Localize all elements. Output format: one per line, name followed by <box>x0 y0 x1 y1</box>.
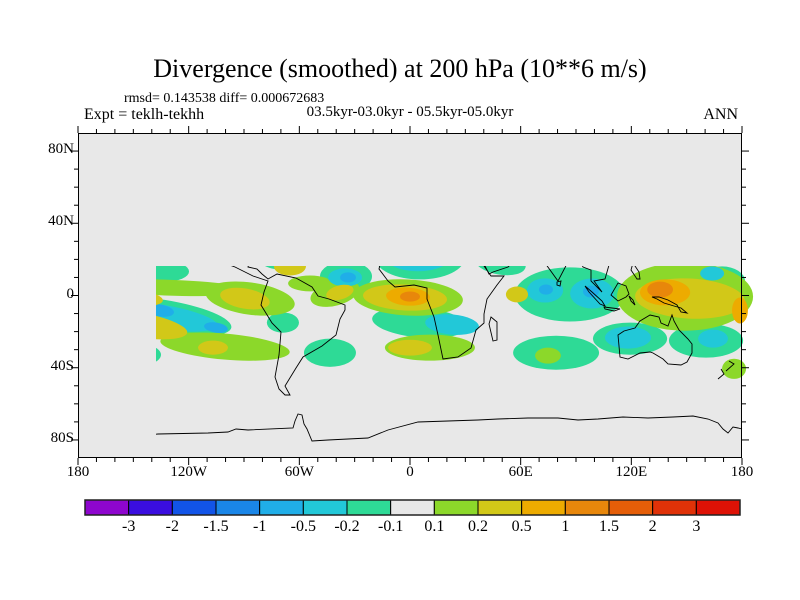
coastline <box>651 296 689 314</box>
anomaly-region <box>220 287 270 310</box>
colorbar-tick-label: -0.5 <box>290 518 316 535</box>
colorbar-cell <box>564 499 610 516</box>
y-axis-label: 40S <box>50 357 74 374</box>
coastline <box>488 316 498 342</box>
colorbar-tick-label: -0.1 <box>377 518 404 535</box>
colorbar-cell <box>215 499 261 516</box>
coastline <box>610 282 630 302</box>
colorbar-cell <box>302 499 348 516</box>
colorbar-tick-label: -3 <box>121 518 136 535</box>
y-axis-label: 40N <box>48 213 74 230</box>
anomaly-region <box>156 301 218 332</box>
colorbar-cell <box>433 499 479 516</box>
coastline <box>628 295 636 306</box>
colorbar-cell <box>346 499 392 516</box>
coastline <box>584 285 607 307</box>
anomaly-region <box>378 266 462 280</box>
anomaly-region <box>273 266 306 276</box>
x-axis-label: 60W <box>284 464 314 480</box>
anomaly-region <box>204 322 228 333</box>
x-axis-label: 120E <box>615 464 648 480</box>
anomaly-region <box>647 281 674 298</box>
anomaly-fill-layer <box>156 266 754 379</box>
colorbar-tick-label: 1.5 <box>599 518 619 535</box>
colorbar-frame <box>84 499 741 516</box>
colorbar-tick-label: -1 <box>252 518 267 535</box>
anomaly-region <box>156 266 190 282</box>
colorbar-tick-label: 1 <box>561 518 570 535</box>
anomaly-region <box>326 284 354 301</box>
stats-line: rmsd= 0.143538 diff= 0.000672683 <box>124 91 325 106</box>
anomaly-region <box>538 284 553 295</box>
coastline-layer <box>156 266 743 442</box>
colorbar-cell <box>84 499 130 516</box>
colorbar-tick-label: -0.2 <box>334 518 360 535</box>
anomaly-region <box>156 347 161 362</box>
y-axis-label: 80S <box>50 429 74 446</box>
colorbar-tick-label: 3 <box>692 518 701 535</box>
anomaly-region <box>388 339 432 356</box>
coastline <box>156 413 743 442</box>
season-label: ANN <box>703 106 738 123</box>
anomaly-region <box>156 307 188 340</box>
anomaly-region <box>700 266 725 281</box>
colorbar-cell <box>128 499 173 516</box>
colorbar-tick-label: 0.5 <box>511 518 532 535</box>
colorbar-cell <box>695 499 741 516</box>
experiment-label: Expt = teklh-tekhh <box>84 106 205 123</box>
anomaly-region <box>156 304 174 317</box>
anomaly-region <box>400 291 420 302</box>
anomaly-region <box>505 286 529 303</box>
x-axis-label: 0 <box>406 464 414 480</box>
anomaly-region <box>698 329 728 348</box>
anomaly-region <box>266 312 299 333</box>
coastline <box>230 266 346 396</box>
colorbar-cell <box>259 499 304 516</box>
anomaly-region <box>425 314 479 335</box>
colorbar-cell <box>521 499 566 516</box>
colorbar-tick-label: 0.1 <box>424 518 445 535</box>
anomaly-region <box>340 272 356 283</box>
y-axis-label: 0 <box>66 285 75 302</box>
coastline <box>630 266 641 280</box>
anomaly-region <box>722 358 747 379</box>
x-axis-label: 180 <box>66 464 90 480</box>
coastline <box>556 280 562 287</box>
map-frame <box>78 133 742 458</box>
colorbar-cell <box>652 499 697 516</box>
colorbar-tick-label: -2 <box>165 518 179 535</box>
anomaly-region <box>392 266 444 272</box>
colorbar-cell <box>390 499 435 516</box>
x-axis-label: 180 <box>730 464 754 480</box>
colorbar-tick-label: -1.5 <box>203 518 229 535</box>
coastline <box>717 360 735 380</box>
x-axis-label: 60E <box>508 464 533 480</box>
page-title: Divergence (smoothed) at 200 hPa (10**6 … <box>153 54 647 83</box>
period-label: 03.5kyr-03.0kyr - 05.5kyr-05.0kyr <box>306 104 514 120</box>
coastline <box>617 313 693 366</box>
colorbar-cell <box>171 499 217 516</box>
anomaly-region <box>474 266 526 276</box>
coastline <box>378 266 610 360</box>
anomaly-region <box>535 347 561 364</box>
anomaly-region <box>303 338 356 367</box>
colorbar-tick-label: 2 <box>648 518 657 535</box>
colorbar-tick-label: 0.2 <box>468 518 488 535</box>
y-axis-label: 80N <box>48 141 74 158</box>
colorbar <box>84 499 741 516</box>
axis-ticks <box>71 126 749 465</box>
coastline <box>603 306 621 312</box>
x-axis-label: 120W <box>170 464 207 480</box>
anomaly-region <box>732 297 748 324</box>
colorbar-cell <box>608 499 654 516</box>
anomaly-region <box>604 326 652 349</box>
colorbar-cell <box>477 499 523 516</box>
anomaly-region <box>198 340 228 355</box>
